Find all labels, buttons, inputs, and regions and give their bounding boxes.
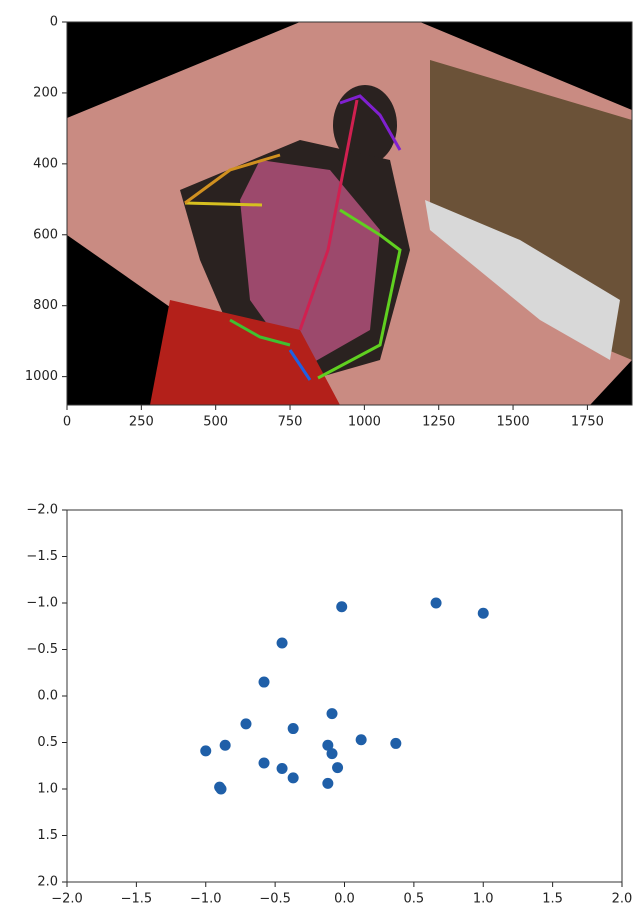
point [355,734,367,746]
point [276,637,288,649]
y-tick-label: −0.5 [26,642,58,657]
point [215,783,227,795]
point [326,708,338,720]
y-tick-label: 1.5 [37,828,58,843]
point [258,676,270,688]
y-tick-label: 400 [33,156,58,171]
point [240,718,252,730]
point [219,739,231,751]
y-tick-label: 1.0 [37,782,58,797]
x-tick-label: −1.5 [121,892,153,907]
plot-frame [66,509,623,883]
y-tick-label: 2.0 [37,875,58,890]
y-tick-label: −1.0 [26,596,58,611]
x-tick-label: 1.0 [473,892,494,907]
y-tick-label: −1.5 [26,549,58,564]
x-tick-label: 0.5 [404,892,425,907]
x-tick-label: 1000 [348,415,381,430]
x-tick-label: 0 [63,415,71,430]
y-tick-label: 800 [33,298,58,313]
x-tick-label: 750 [278,415,303,430]
point [287,772,299,784]
y-tick-label: 0.5 [37,735,58,750]
y-tick-label: −2.0 [26,503,58,518]
point [322,777,334,789]
point [336,601,348,613]
x-tick-label: 0.0 [334,892,355,907]
point [430,597,442,609]
point [477,607,489,619]
x-tick-label: 1500 [497,415,530,430]
x-tick-label: 2.0 [612,892,633,907]
y-tick-label: 200 [33,85,58,100]
pose-image [67,22,632,405]
x-tick-label: 250 [129,415,154,430]
x-tick-label: 1.5 [542,892,563,907]
x-tick-label: 500 [203,415,228,430]
image-frame [66,21,633,406]
point [326,748,338,760]
x-tick-label: −1.0 [190,892,222,907]
point [332,762,344,774]
y-tick-label: 0.0 [37,689,58,704]
x-tick-label: −2.0 [51,892,83,907]
y-tick-label: 600 [33,227,58,242]
y-tick-label: 1000 [25,369,58,384]
point [322,739,334,751]
point [200,745,212,757]
x-tick-label: −0.5 [259,892,291,907]
point [276,763,288,775]
y-tick-label: 0 [50,15,58,30]
point [258,757,270,769]
x-tick-label: 1250 [422,415,455,430]
point [287,723,299,735]
point [390,737,402,749]
x-tick-label: 1750 [571,415,604,430]
